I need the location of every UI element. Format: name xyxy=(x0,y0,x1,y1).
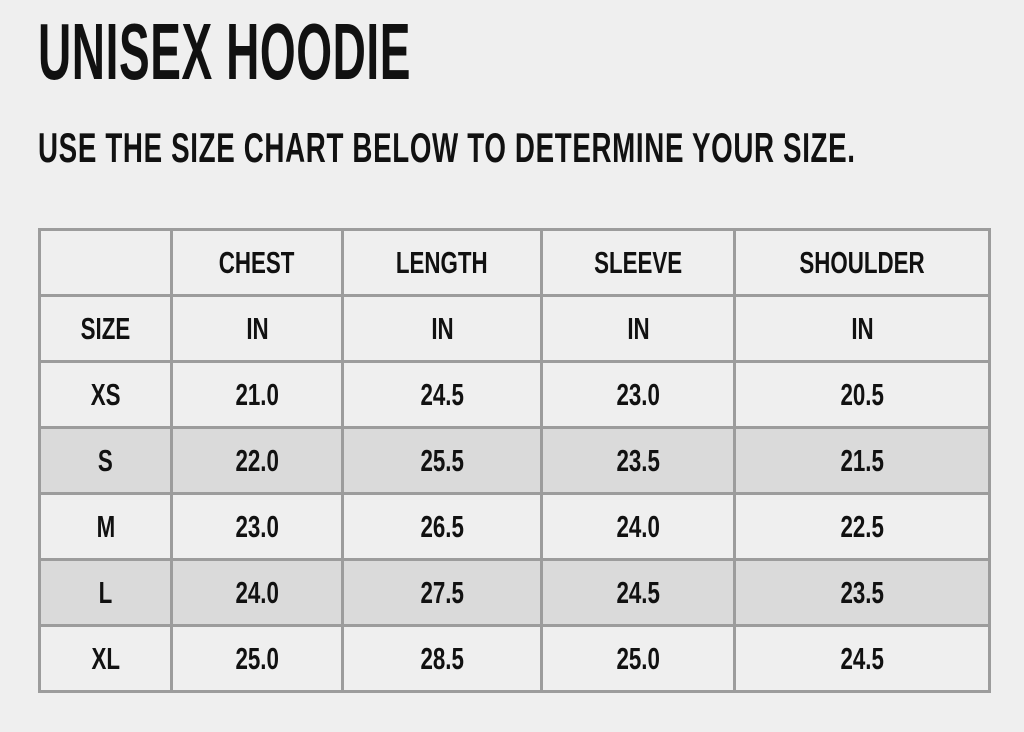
cell-text: IN xyxy=(626,310,650,346)
cell-text: 25.0 xyxy=(235,640,279,676)
cell-text: 25.0 xyxy=(616,640,660,676)
table-cell: 21.0 xyxy=(170,360,344,429)
size-chart-table: CHEST LENGTH SLEEVE SHOULDER SIZE IN IN IN IN XS 2… xyxy=(38,228,991,693)
cell-text: SHOULDER xyxy=(799,244,925,280)
table-cell: 24.0 xyxy=(170,558,344,627)
cell-text: LENGTH xyxy=(396,244,488,280)
page-subtitle: USE THE SIZE CHART BELOW TO DETERMINE YO… xyxy=(38,124,856,171)
cell-text: 23.5 xyxy=(840,574,884,610)
table-cell: 23.0 xyxy=(170,492,344,561)
cell-text: 28.5 xyxy=(420,640,464,676)
cell-text: XL xyxy=(91,640,120,676)
table-cell: IN xyxy=(341,294,543,363)
table-cell: 20.5 xyxy=(733,360,991,429)
cell-text: 21.5 xyxy=(840,442,884,478)
table-cell: 23.5 xyxy=(540,426,736,495)
table-row: S 22.0 25.5 23.5 21.5 xyxy=(38,426,991,495)
table-cell: 25.0 xyxy=(540,624,736,693)
cell-text: M xyxy=(96,508,115,544)
cell-text: 27.5 xyxy=(420,574,464,610)
cell-text: 22.5 xyxy=(840,508,884,544)
table-cell: SHOULDER xyxy=(733,228,991,297)
cell-text: 24.0 xyxy=(235,574,279,610)
cell-text: XS xyxy=(90,376,121,412)
table-cell: 22.5 xyxy=(733,492,991,561)
table-cell: 24.5 xyxy=(540,558,736,627)
table-cell: IN xyxy=(733,294,991,363)
cell-text: 21.0 xyxy=(235,376,279,412)
cell-text: 22.0 xyxy=(235,442,279,478)
table-cell: 23.0 xyxy=(540,360,736,429)
cell-text: L xyxy=(98,574,113,610)
table-cell: LENGTH xyxy=(341,228,543,297)
cell-text: 23.0 xyxy=(235,508,279,544)
page-title: UNISEX HOODIE xyxy=(38,7,411,96)
cell-text: 24.5 xyxy=(420,376,464,412)
cell-text: 20.5 xyxy=(840,376,884,412)
table-cell: 24.0 xyxy=(540,492,736,561)
header-row: CHEST LENGTH SLEEVE SHOULDER xyxy=(38,228,991,297)
table-cell: 27.5 xyxy=(341,558,543,627)
table-cell: 22.0 xyxy=(170,426,344,495)
table-cell: SLEEVE xyxy=(540,228,736,297)
cell-text: 26.5 xyxy=(420,508,464,544)
cell-text: CHEST xyxy=(219,244,295,280)
table-cell: 24.5 xyxy=(733,624,991,693)
cell-text: 24.5 xyxy=(840,640,884,676)
table-cell: M xyxy=(38,492,173,561)
table-cell: 28.5 xyxy=(341,624,543,693)
table-cell: L xyxy=(38,558,173,627)
cell-text: 23.0 xyxy=(616,376,660,412)
table-cell: 25.0 xyxy=(170,624,344,693)
table-cell: S xyxy=(38,426,173,495)
cell-text: 24.0 xyxy=(616,508,660,544)
table-row: M 23.0 26.5 24.0 22.5 xyxy=(38,492,991,561)
table-cell: 21.5 xyxy=(733,426,991,495)
cell-text: SLEEVE xyxy=(593,244,683,280)
cell-text: IN xyxy=(245,310,269,346)
cell-text: S xyxy=(98,442,113,478)
table-cell xyxy=(38,228,173,297)
table-cell: IN xyxy=(170,294,344,363)
table-row: XS 21.0 24.5 23.0 20.5 xyxy=(38,360,991,429)
table-cell: IN xyxy=(540,294,736,363)
table-cell: XS xyxy=(38,360,173,429)
table-cell: 24.5 xyxy=(341,360,543,429)
cell-text: 24.5 xyxy=(616,574,660,610)
cell-text: 23.5 xyxy=(616,442,660,478)
table-row: XL 25.0 28.5 25.0 24.5 xyxy=(38,624,991,693)
table-cell: 25.5 xyxy=(341,426,543,495)
table-cell: CHEST xyxy=(170,228,344,297)
cell-text: IN xyxy=(430,310,454,346)
table-cell: 26.5 xyxy=(341,492,543,561)
table-row: L 24.0 27.5 24.5 23.5 xyxy=(38,558,991,627)
table-cell: XL xyxy=(38,624,173,693)
table-cell: 23.5 xyxy=(733,558,991,627)
cell-text: 25.5 xyxy=(420,442,464,478)
cell-text: SIZE xyxy=(80,310,131,346)
cell-text: IN xyxy=(850,310,874,346)
units-row: SIZE IN IN IN IN xyxy=(38,294,991,363)
table-cell: SIZE xyxy=(38,294,173,363)
